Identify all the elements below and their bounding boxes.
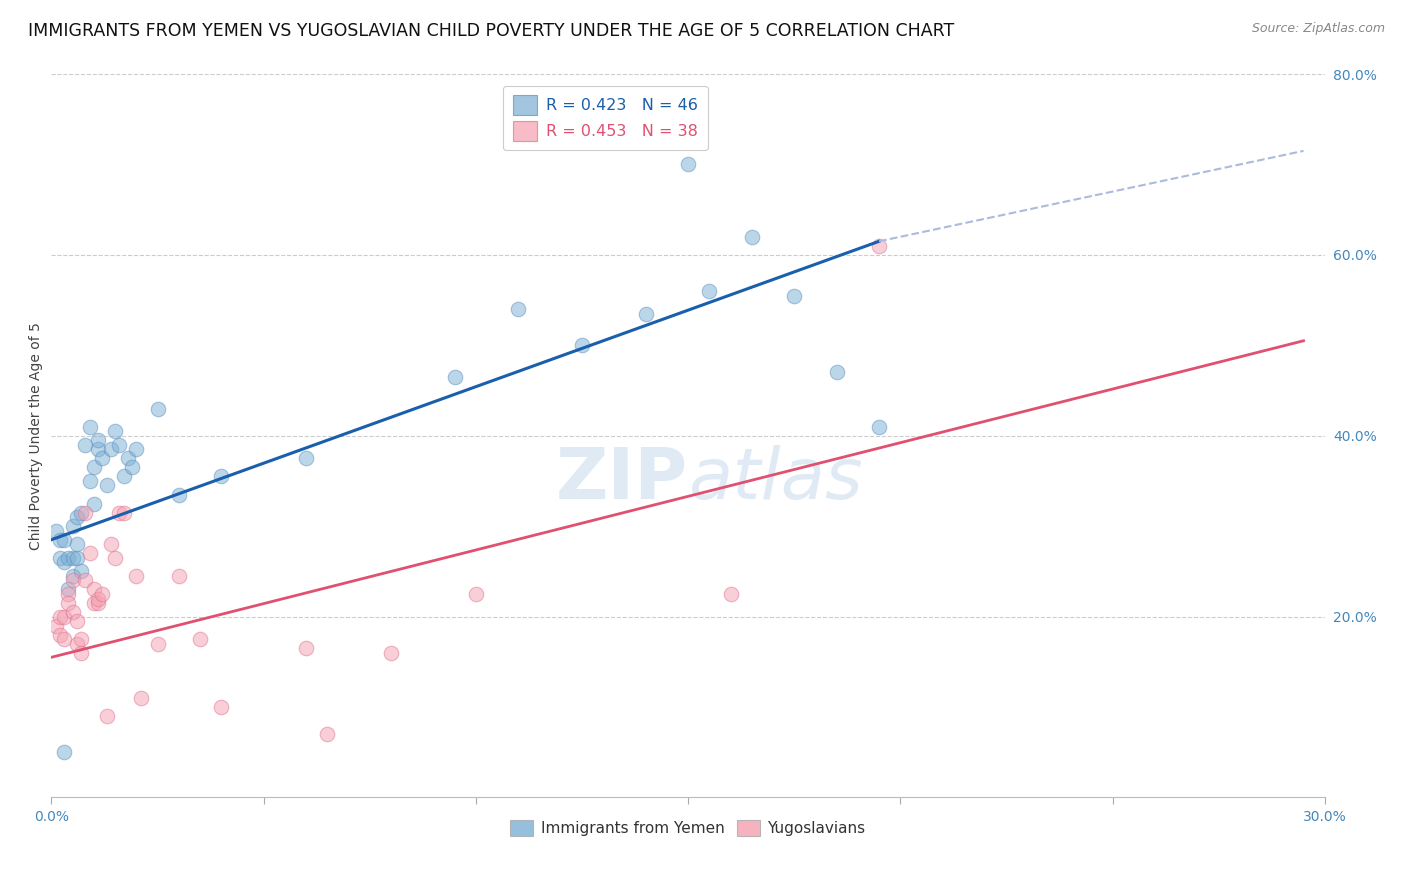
Point xyxy=(62,569,84,583)
Point xyxy=(75,438,97,452)
Point xyxy=(62,519,84,533)
Point xyxy=(676,157,699,171)
Point xyxy=(121,460,143,475)
Point xyxy=(112,469,135,483)
Point xyxy=(100,442,122,457)
Point xyxy=(66,637,89,651)
Point xyxy=(87,434,110,448)
Point xyxy=(868,239,890,253)
Point xyxy=(443,370,465,384)
Point xyxy=(62,550,84,565)
Point xyxy=(45,524,67,538)
Point xyxy=(96,478,118,492)
Point xyxy=(70,506,93,520)
Point xyxy=(295,451,318,466)
Text: atlas: atlas xyxy=(688,444,863,514)
Point xyxy=(49,550,72,565)
Point xyxy=(75,574,97,588)
Point xyxy=(464,587,486,601)
Point xyxy=(146,401,169,416)
Point xyxy=(83,497,105,511)
Point xyxy=(316,727,339,741)
Point xyxy=(58,596,80,610)
Point xyxy=(62,574,84,588)
Point xyxy=(508,302,530,317)
Point xyxy=(295,641,318,656)
Point xyxy=(66,537,89,551)
Point xyxy=(96,709,118,723)
Point xyxy=(720,587,742,601)
Point xyxy=(53,745,76,759)
Point xyxy=(100,537,122,551)
Point xyxy=(79,546,101,560)
Point xyxy=(125,569,148,583)
Point xyxy=(66,510,89,524)
Point xyxy=(62,605,84,619)
Point xyxy=(58,582,80,597)
Point xyxy=(66,550,89,565)
Point xyxy=(167,487,190,501)
Point xyxy=(49,628,72,642)
Point xyxy=(112,506,135,520)
Point xyxy=(87,596,110,610)
Point xyxy=(53,632,76,647)
Point xyxy=(58,550,80,565)
Point xyxy=(70,632,93,647)
Text: IMMIGRANTS FROM YEMEN VS YUGOSLAVIAN CHILD POVERTY UNDER THE AGE OF 5 CORRELATIO: IMMIGRANTS FROM YEMEN VS YUGOSLAVIAN CHI… xyxy=(28,22,955,40)
Point xyxy=(79,474,101,488)
Point xyxy=(70,646,93,660)
Point xyxy=(75,506,97,520)
Point xyxy=(108,506,131,520)
Point xyxy=(634,307,657,321)
Point xyxy=(104,550,127,565)
Y-axis label: Child Poverty Under the Age of 5: Child Poverty Under the Age of 5 xyxy=(30,322,44,549)
Point xyxy=(146,637,169,651)
Point xyxy=(380,646,402,660)
Point xyxy=(45,618,67,632)
Point xyxy=(125,442,148,457)
Point xyxy=(66,614,89,628)
Point xyxy=(91,587,114,601)
Point xyxy=(53,555,76,569)
Legend: Immigrants from Yemen, Yugoslavians: Immigrants from Yemen, Yugoslavians xyxy=(503,813,873,844)
Point xyxy=(117,451,139,466)
Point xyxy=(129,690,152,705)
Point xyxy=(209,469,232,483)
Point xyxy=(571,338,593,352)
Point xyxy=(49,533,72,547)
Point xyxy=(87,442,110,457)
Point xyxy=(783,288,806,302)
Point xyxy=(53,533,76,547)
Point xyxy=(188,632,211,647)
Point xyxy=(825,366,848,380)
Point xyxy=(87,591,110,606)
Point xyxy=(83,596,105,610)
Point xyxy=(108,438,131,452)
Point xyxy=(167,569,190,583)
Point xyxy=(79,419,101,434)
Point xyxy=(91,451,114,466)
Text: ZIP: ZIP xyxy=(555,444,688,514)
Point xyxy=(697,284,720,298)
Point xyxy=(104,424,127,438)
Text: Source: ZipAtlas.com: Source: ZipAtlas.com xyxy=(1251,22,1385,36)
Point xyxy=(53,609,76,624)
Point xyxy=(868,419,890,434)
Point xyxy=(58,587,80,601)
Point xyxy=(741,229,763,244)
Point xyxy=(83,460,105,475)
Point xyxy=(83,582,105,597)
Point xyxy=(209,700,232,714)
Point xyxy=(70,565,93,579)
Point xyxy=(49,609,72,624)
